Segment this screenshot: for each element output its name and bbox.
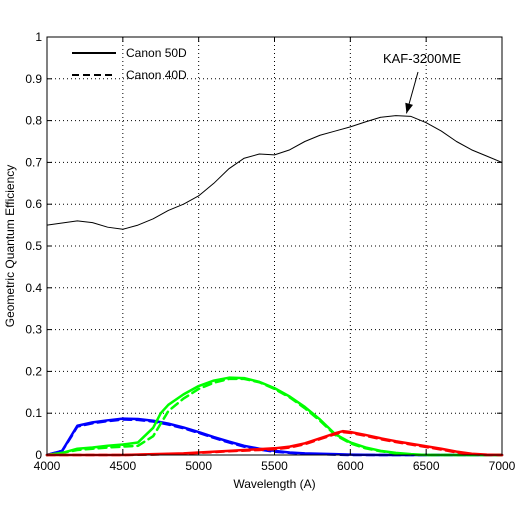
x-tick-label: 4500 [109, 459, 136, 473]
y-tick-label: 1 [35, 30, 42, 44]
tick-marks [46, 36, 503, 456]
series-40d-red-line [45, 430, 504, 457]
y-axis-label: Geometric Quantum Efficiency [3, 165, 17, 328]
grid [47, 37, 502, 455]
y-tick-label: 0.8 [25, 114, 42, 128]
x-axis-label: Wavelength (A) [233, 477, 315, 491]
y-tick-label: 0.6 [25, 197, 42, 211]
x-tick-labels: 4000 4500 5000 5500 6000 6500 7000 [34, 459, 516, 473]
annotation: KAF-3200ME [383, 51, 461, 114]
y-tick-label: 0.3 [25, 323, 42, 337]
y-tick-label: 0.1 [25, 406, 42, 420]
y-tick-label: 0.5 [25, 239, 42, 253]
y-tick-label: 0.7 [25, 155, 42, 169]
annotation-label-kaf-3200me: KAF-3200ME [383, 51, 461, 66]
annotation-arrow-head-icon [405, 102, 413, 114]
x-tick-label: 4000 [34, 459, 61, 473]
legend-label-canon-40d: Canon 40D [126, 68, 187, 82]
y-tick-label: 0.2 [25, 364, 42, 378]
x-tick-label: 6000 [337, 459, 364, 473]
y-tick-label: 0.9 [25, 72, 42, 86]
y-tick-labels: 0 0.1 0.2 0.3 0.4 0.5 0.6 0.7 0.8 0.9 1 [25, 30, 42, 462]
legend-label-canon-50d: Canon 50D [126, 46, 187, 60]
y-tick-label: 0.4 [25, 281, 42, 295]
x-tick-label: 5000 [185, 459, 212, 473]
y-tick-label: 0 [35, 448, 42, 462]
series-40d-green-line [45, 377, 504, 457]
x-tick-label: 5500 [261, 459, 288, 473]
series-kaf-line [46, 115, 503, 230]
x-tick-label: 7000 [489, 459, 516, 473]
legend: Canon 50D Canon 40D [72, 46, 187, 82]
x-tick-label: 6500 [413, 459, 440, 473]
